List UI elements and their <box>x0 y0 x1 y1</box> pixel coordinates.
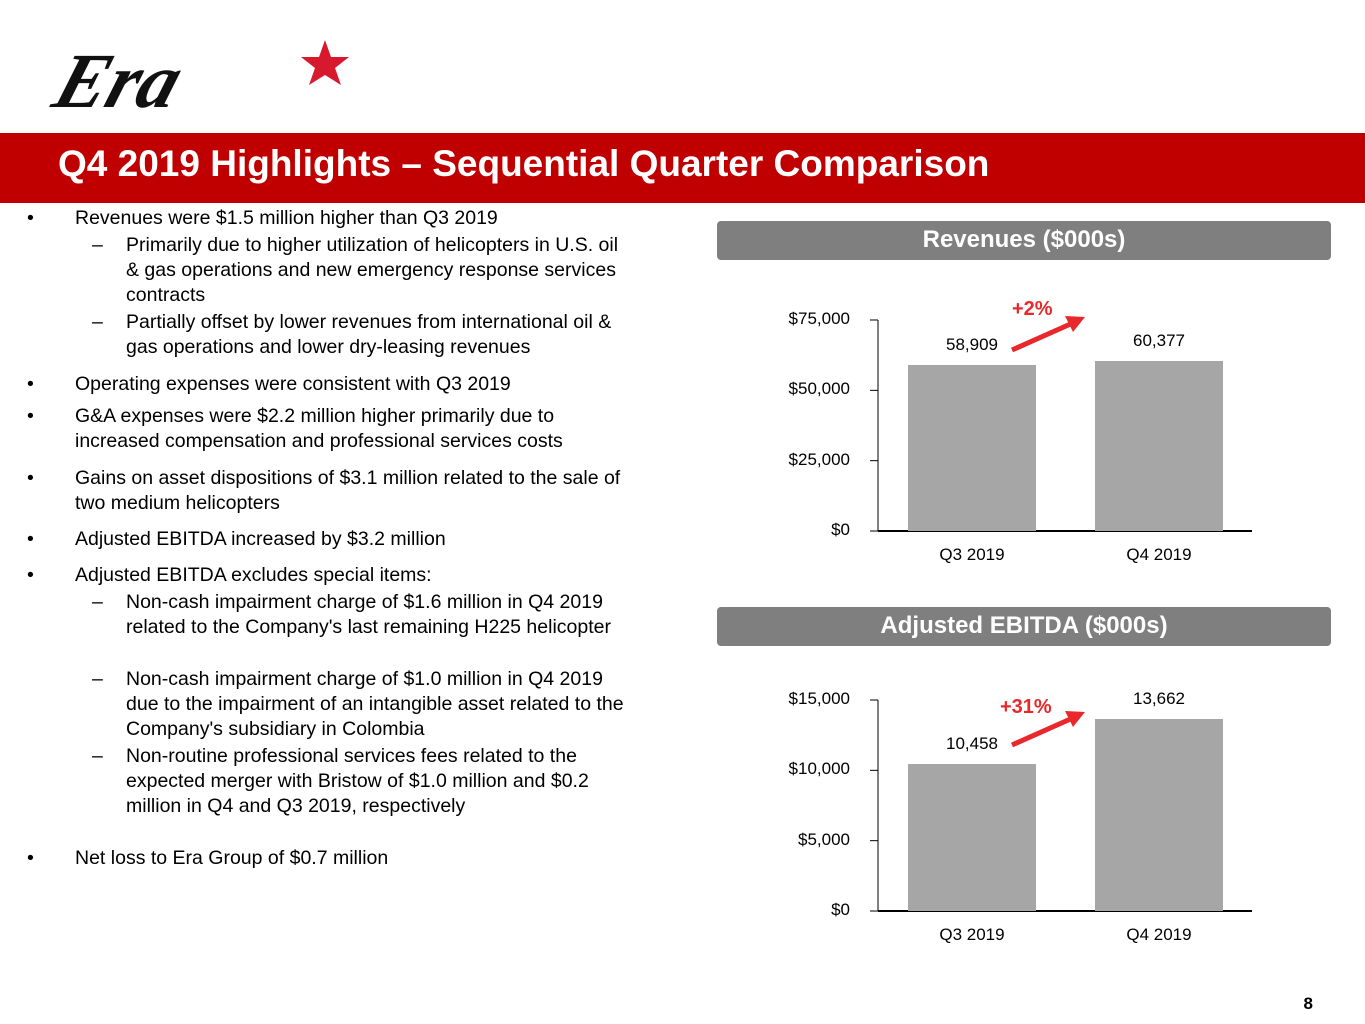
bullet-text: Net loss to Era Group of $0.7 million <box>75 847 389 869</box>
x-tick-label: Q4 2019 <box>1126 925 1192 944</box>
x-tick-label: Q3 2019 <box>939 545 1005 564</box>
bullet-text: Non-routine professional services fees r… <box>126 745 589 817</box>
bullet-marker: • <box>27 373 34 395</box>
bullet-text: Partially offset by lower revenues from … <box>126 311 612 358</box>
bullet-text: Non-cash impairment charge of $1.6 milli… <box>126 591 611 638</box>
ebitda-chart-title: Adjusted EBITDA ($000s) <box>717 607 1331 646</box>
chart-axes <box>870 316 1252 532</box>
value-label: 13,662 <box>1133 688 1185 708</box>
growth-arrow-icon <box>1010 319 1077 353</box>
y-tick-label: $15,000 <box>788 689 850 708</box>
value-label: 60,377 <box>1133 331 1185 351</box>
arrow-head-icon <box>1065 316 1085 332</box>
bullet-marker: • <box>27 207 34 229</box>
value-label: 58,909 <box>946 335 998 355</box>
bullet-text: G&A expenses were $2.2 million higher pr… <box>75 405 563 452</box>
bullet-text: Revenues were $1.5 million higher than Q… <box>75 207 498 229</box>
y-tick-label: $50,000 <box>788 379 850 399</box>
change-annotation: +31% <box>1000 696 1052 718</box>
chart-axes <box>870 699 1252 912</box>
y-tick-label: $0 <box>831 900 850 919</box>
y-tick-label: $5,000 <box>798 829 850 849</box>
bar-q4-2019 <box>1095 361 1223 531</box>
y-tick-label: $0 <box>831 520 850 539</box>
dash-marker: – <box>92 311 103 333</box>
bullet-text: Gains on asset dispositions of $3.1 mill… <box>75 467 621 514</box>
title-bar <box>0 133 1365 203</box>
bullet-marker: • <box>27 564 34 586</box>
bullet-marker: • <box>27 467 34 489</box>
growth-arrow-icon <box>1010 714 1077 748</box>
bullet-text: Adjusted EBITDA increased by $3.2 millio… <box>75 528 446 550</box>
dash-marker: – <box>92 234 103 256</box>
ebitda-chart: $0 $5,000 $10,000 $15,000 10,458 Q3 2019 13,66… <box>760 689 1280 950</box>
bar-q3-2019 <box>908 763 1036 911</box>
bullet-marker: • <box>27 405 34 427</box>
bullet-text: Adjusted EBITDA excludes special items: <box>75 564 432 586</box>
value-label: 10,458 <box>946 733 998 753</box>
dash-marker: – <box>92 745 103 767</box>
era-logo: Era <box>43 35 355 125</box>
arrow-head-icon <box>1065 711 1085 727</box>
bullet-text: Operating expenses were consistent with … <box>75 373 511 395</box>
change-annotation: +2% <box>1012 298 1053 320</box>
svg-text:Era: Era <box>45 39 193 120</box>
bullet-marker: • <box>27 847 34 869</box>
bar-q4-2019 <box>1095 718 1223 911</box>
dash-marker: – <box>92 591 103 613</box>
page-title: Q4 2019 Highlights – Sequential Quarter … <box>58 143 990 184</box>
y-tick-label: $10,000 <box>788 759 850 779</box>
bullet-text: Non-cash impairment charge of $1.0 milli… <box>126 668 624 740</box>
revenues-chart: $0 $25,000 $50,000 $75,000 58,909 Q3 2019 60,3… <box>760 298 1280 570</box>
bullet-text: Primarily due to higher utilization of h… <box>126 234 619 306</box>
dash-marker: – <box>92 668 103 690</box>
bullet-marker: • <box>27 528 34 550</box>
bar-q3-2019 <box>908 365 1036 531</box>
y-tick-label: $75,000 <box>788 309 850 328</box>
x-tick-label: Q4 2019 <box>1126 545 1192 564</box>
revenues-chart-title: Revenues ($000s) <box>717 221 1331 260</box>
y-tick-label: $25,000 <box>788 449 850 469</box>
page-number: 8 <box>1303 994 1313 1013</box>
x-tick-label: Q3 2019 <box>939 925 1005 944</box>
